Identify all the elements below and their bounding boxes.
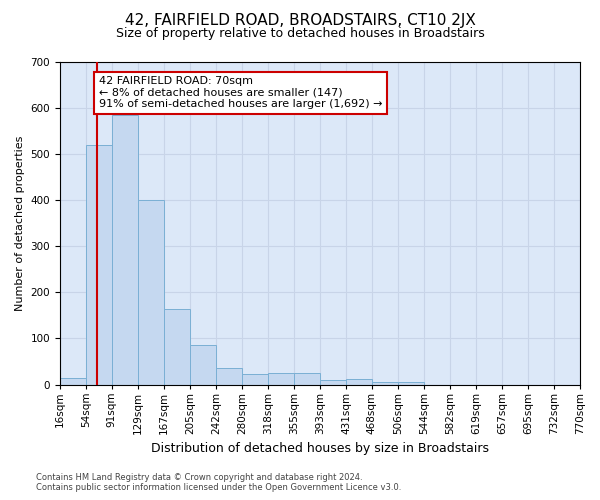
Bar bbox=[268, 373, 294, 384]
Text: 42 FAIRFIELD ROAD: 70sqm
← 8% of detached houses are smaller (147)
91% of semi-d: 42 FAIRFIELD ROAD: 70sqm ← 8% of detache… bbox=[99, 76, 382, 109]
Text: Contains HM Land Registry data © Crown copyright and database right 2024.
Contai: Contains HM Land Registry data © Crown c… bbox=[36, 473, 401, 492]
Bar bbox=[398, 382, 424, 384]
Y-axis label: Number of detached properties: Number of detached properties bbox=[15, 136, 25, 310]
Bar bbox=[86, 144, 112, 384]
Bar bbox=[346, 378, 371, 384]
Bar bbox=[138, 200, 164, 384]
Bar bbox=[216, 368, 242, 384]
Bar bbox=[294, 373, 320, 384]
Bar bbox=[112, 114, 138, 384]
Text: 42, FAIRFIELD ROAD, BROADSTAIRS, CT10 2JX: 42, FAIRFIELD ROAD, BROADSTAIRS, CT10 2J… bbox=[125, 12, 475, 28]
Bar bbox=[320, 380, 346, 384]
X-axis label: Distribution of detached houses by size in Broadstairs: Distribution of detached houses by size … bbox=[151, 442, 489, 455]
Bar bbox=[164, 310, 190, 384]
Bar bbox=[60, 378, 86, 384]
Text: Size of property relative to detached houses in Broadstairs: Size of property relative to detached ho… bbox=[116, 28, 484, 40]
Bar bbox=[190, 346, 216, 385]
Bar bbox=[371, 382, 398, 384]
Bar bbox=[242, 374, 268, 384]
